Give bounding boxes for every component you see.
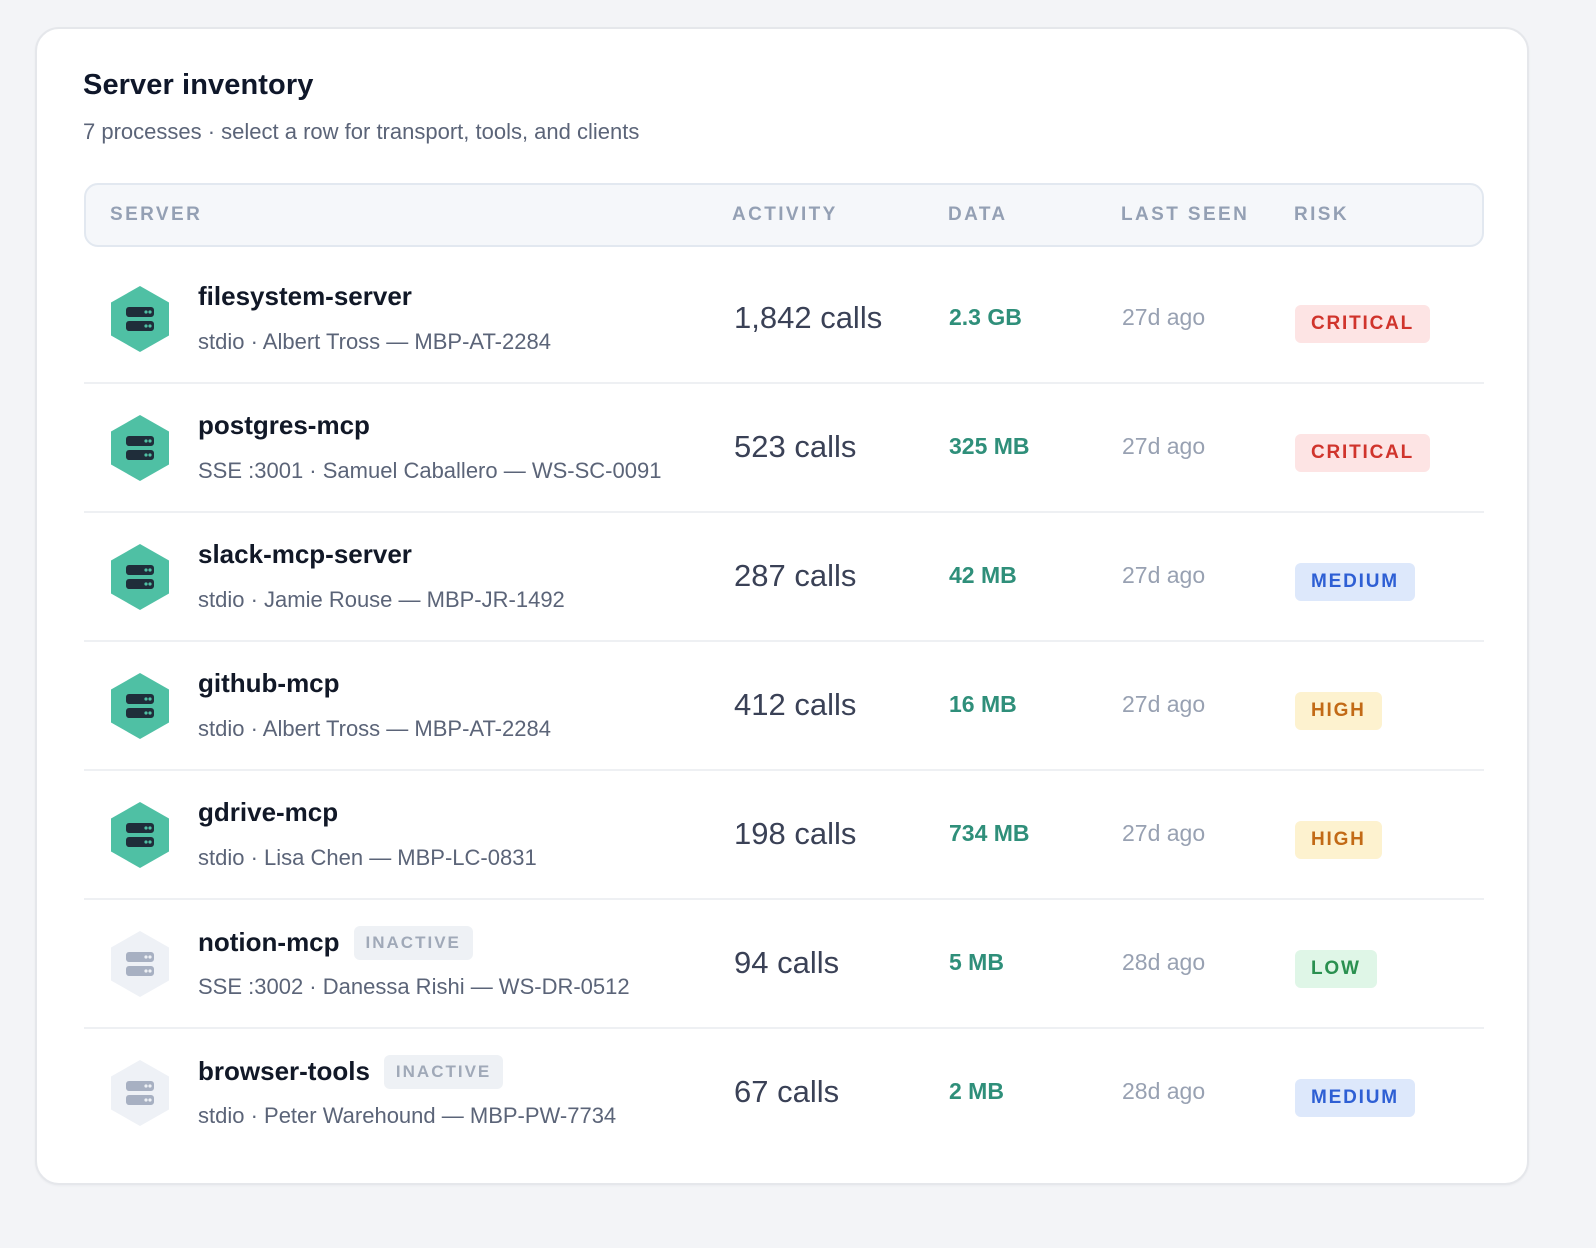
server-table-body: filesystem-server stdio · Albert Tross — … xyxy=(84,255,1484,1156)
server-icon xyxy=(110,930,170,998)
inactive-badge: INACTIVE xyxy=(383,1055,504,1089)
activity-count: 94 calls xyxy=(734,945,840,980)
server-name-cell: filesystem-server xyxy=(198,281,412,312)
table-row[interactable]: filesystem-server stdio · Albert Tross — … xyxy=(84,255,1484,384)
last-seen: 28d ago xyxy=(1122,1078,1206,1104)
data-volume: 5 MB xyxy=(949,949,1004,975)
server-meta: stdio · Lisa Chen — MBP-LC-0831 xyxy=(198,845,537,870)
server-name: browser-tools xyxy=(198,1056,370,1086)
column-header-data[interactable]: DATA xyxy=(948,204,1008,225)
last-seen: 27d ago xyxy=(1122,820,1206,846)
data-volume: 42 MB xyxy=(949,562,1017,588)
server-name: postgres-mcp xyxy=(198,410,370,440)
table-row[interactable]: github-mcp stdio · Albert Tross — MBP-AT-… xyxy=(84,642,1484,771)
server-icon xyxy=(110,414,170,482)
server-meta: SSE :3001 · Samuel Caballero — WS-SC-009… xyxy=(198,458,662,483)
data-volume: 16 MB xyxy=(949,691,1017,717)
server-icon xyxy=(110,801,170,869)
server-meta: stdio · Albert Tross — MBP-AT-2284 xyxy=(198,329,551,354)
table-header: SERVER ACTIVITY DATA LAST SEEN RISK xyxy=(84,183,1484,247)
risk-badge: MEDIUM xyxy=(1295,563,1415,601)
activity-count: 287 calls xyxy=(734,558,857,593)
server-meta: stdio · Peter Warehound — MBP-PW-7734 xyxy=(198,1103,617,1128)
server-name-cell: gdrive-mcp xyxy=(198,797,338,828)
last-seen: 27d ago xyxy=(1122,433,1206,459)
server-name-cell: browser-tools INACTIVE xyxy=(198,1055,504,1089)
server-inventory-card: Server inventory 7 processes · select a … xyxy=(35,27,1529,1185)
column-header-activity[interactable]: ACTIVITY xyxy=(732,204,838,225)
data-volume: 325 MB xyxy=(949,433,1030,459)
card-subtitle: 7 processes · select a row for transport… xyxy=(83,119,640,144)
server-name-cell: github-mcp xyxy=(198,668,340,699)
last-seen: 27d ago xyxy=(1122,562,1206,588)
server-name-cell: notion-mcp INACTIVE xyxy=(198,926,473,960)
server-name: github-mcp xyxy=(198,668,340,698)
server-name-cell: slack-mcp-server xyxy=(198,539,412,570)
server-meta: stdio · Albert Tross — MBP-AT-2284 xyxy=(198,716,551,741)
server-icon xyxy=(110,1059,170,1127)
activity-count: 523 calls xyxy=(734,429,857,464)
server-meta: stdio · Jamie Rouse — MBP-JR-1492 xyxy=(198,587,565,612)
server-name: gdrive-mcp xyxy=(198,797,339,827)
data-volume: 2.3 GB xyxy=(949,304,1022,330)
risk-badge: CRITICAL xyxy=(1295,305,1431,343)
table-row[interactable]: notion-mcp INACTIVE SSE :3002 · Danessa Ri… xyxy=(84,900,1484,1029)
inactive-badge: INACTIVE xyxy=(353,926,473,960)
last-seen: 27d ago xyxy=(1122,691,1206,717)
data-volume: 734 MB xyxy=(949,820,1030,846)
server-meta: SSE :3002 · Danessa Rishi — WS-DR-0512 xyxy=(198,974,630,999)
server-icon xyxy=(110,285,170,353)
risk-badge: LOW xyxy=(1295,950,1377,988)
server-name: notion-mcp xyxy=(198,927,340,957)
activity-count: 1,842 calls xyxy=(734,300,883,335)
column-header-risk[interactable]: RISK xyxy=(1294,204,1349,225)
activity-count: 198 calls xyxy=(734,816,857,851)
column-header-server[interactable]: SERVER xyxy=(110,204,203,225)
server-name: slack-mcp-server xyxy=(198,539,412,569)
risk-badge: HIGH xyxy=(1295,692,1382,730)
activity-count: 412 calls xyxy=(734,687,857,722)
card-title: Server inventory xyxy=(83,69,314,101)
risk-badge: CRITICAL xyxy=(1295,434,1431,472)
table-row[interactable]: browser-tools INACTIVE stdio · Peter Wareh… xyxy=(84,1029,1484,1156)
data-volume: 2 MB xyxy=(949,1078,1004,1104)
table-row[interactable]: gdrive-mcp stdio · Lisa Chen — MBP-LC-083… xyxy=(84,771,1484,900)
server-name: filesystem-server xyxy=(198,281,412,311)
table-row[interactable]: slack-mcp-server stdio · Jamie Rouse — MB… xyxy=(84,513,1484,642)
table-row[interactable]: postgres-mcp SSE :3001 · Samuel Caballero… xyxy=(84,384,1484,513)
column-header-last-seen[interactable]: LAST SEEN xyxy=(1121,204,1250,225)
risk-badge: MEDIUM xyxy=(1295,1079,1415,1117)
risk-badge: HIGH xyxy=(1295,821,1382,859)
activity-count: 67 calls xyxy=(734,1074,840,1109)
last-seen: 27d ago xyxy=(1122,304,1206,330)
server-icon xyxy=(110,672,170,740)
last-seen: 28d ago xyxy=(1122,949,1206,975)
server-name-cell: postgres-mcp xyxy=(198,410,370,441)
server-icon xyxy=(110,543,170,611)
